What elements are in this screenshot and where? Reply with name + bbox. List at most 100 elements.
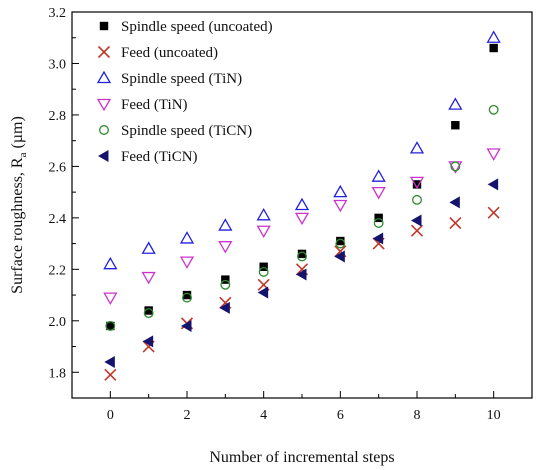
- y-axis-title: Surface roughness, Ra (µm): [9, 116, 29, 294]
- data-point: [105, 320, 116, 331]
- data-point: [296, 268, 307, 281]
- series-2: [104, 206, 500, 381]
- data-point: [221, 275, 230, 284]
- legend-marker: [97, 45, 111, 59]
- legend-label: Spindle speed (uncoated): [121, 19, 273, 35]
- data-point: [256, 207, 271, 221]
- plot-area: [71, 11, 533, 399]
- data-point: [103, 292, 118, 305]
- data-point: [409, 141, 425, 154]
- y-tick-label: 2.0: [49, 315, 67, 330]
- data-point: [333, 199, 348, 213]
- x-tick-label: 6: [337, 408, 344, 423]
- data-point: [487, 178, 499, 191]
- data-point: [371, 186, 386, 200]
- data-point: [297, 249, 307, 259]
- y-tick-label: 2.4: [49, 212, 67, 227]
- data-point: [412, 194, 422, 205]
- data-point: [220, 279, 231, 290]
- data-point: [489, 43, 498, 53]
- x-tick-label: 8: [414, 408, 421, 423]
- legend-label: Feed (TiN): [121, 97, 188, 113]
- y-axis-title-unit: (µm): [9, 116, 26, 152]
- y-tick-label: 2.8: [49, 109, 67, 124]
- data-point: [106, 321, 115, 331]
- data-point: [182, 290, 192, 300]
- data-point: [294, 212, 310, 226]
- series-5: [105, 104, 499, 331]
- data-point: [256, 225, 271, 239]
- data-point: [144, 306, 153, 315]
- y-axis-title-main: Surface roughness, R: [9, 157, 26, 294]
- legend-marker: [96, 98, 112, 112]
- data-point: [141, 241, 156, 254]
- series-4: [103, 148, 501, 305]
- y-tick-label: 3.0: [49, 57, 67, 72]
- data-point: [257, 286, 269, 299]
- data-point: [141, 271, 156, 285]
- legend-label: Spindle speed (TiN): [121, 71, 242, 87]
- data-point: [487, 206, 500, 219]
- data-point: [143, 308, 154, 319]
- data-points: [103, 30, 501, 381]
- legend-label: Feed (TiCN): [121, 149, 198, 165]
- y-tick-label: 1.8: [49, 366, 67, 381]
- data-point: [372, 232, 384, 245]
- x-tick-label: 2: [184, 408, 191, 423]
- data-point: [451, 121, 460, 130]
- data-point: [448, 97, 463, 110]
- data-point: [181, 319, 192, 332]
- data-point: [104, 368, 117, 381]
- data-point: [218, 218, 233, 231]
- legend-marker: [99, 21, 109, 31]
- data-point: [103, 256, 118, 270]
- legend-marker: [96, 70, 112, 84]
- legend-marker: [99, 125, 109, 135]
- x-axis-ticks: 0 2 4 6 8 10: [107, 391, 501, 423]
- data-point: [449, 216, 462, 230]
- legend: Spindle speed (uncoated) Feed (uncoated) S…: [96, 19, 273, 165]
- data-point: [334, 250, 345, 263]
- data-point: [488, 104, 499, 115]
- data-point: [219, 301, 230, 314]
- legend-marker: [98, 150, 109, 162]
- data-point: [412, 180, 422, 189]
- x-tick-label: 4: [260, 408, 267, 423]
- data-point: [182, 292, 192, 303]
- data-point: [335, 238, 346, 249]
- y-axis-ticks: 1.8 2.0 2.2 2.4 2.6 2.8 3.0 3.2: [49, 6, 79, 399]
- data-point: [142, 335, 154, 348]
- legend-label: Spindle speed (TiCN): [121, 123, 252, 139]
- data-point: [374, 213, 383, 223]
- data-point: [336, 236, 345, 246]
- series-6: [104, 178, 499, 368]
- data-point: [258, 266, 269, 277]
- data-point: [486, 30, 501, 43]
- y-tick-label: 3.2: [49, 6, 67, 21]
- y-tick-label: 2.2: [49, 263, 67, 278]
- legend-label: Feed (uncoated): [121, 45, 218, 61]
- data-point: [486, 148, 501, 161]
- data-point: [294, 197, 310, 211]
- data-point: [410, 224, 424, 237]
- plot-border: [71, 11, 533, 399]
- x-tick-label: 0: [107, 408, 114, 423]
- x-axis-title: Number of incremental steps: [209, 449, 394, 466]
- series-1: [106, 43, 498, 331]
- data-point: [259, 262, 268, 271]
- data-point: [411, 214, 422, 227]
- y-axis-title-subscript: a: [17, 152, 29, 157]
- data-point: [218, 241, 233, 254]
- data-point: [373, 218, 384, 228]
- data-point: [104, 355, 115, 368]
- data-point: [179, 256, 195, 269]
- x-tick-label: 10: [487, 408, 501, 423]
- data-point: [449, 196, 460, 209]
- series-3: [103, 30, 501, 270]
- data-point: [333, 184, 348, 198]
- data-point: [179, 231, 195, 244]
- data-point: [371, 169, 386, 182]
- data-point: [450, 161, 461, 172]
- data-point: [297, 251, 307, 262]
